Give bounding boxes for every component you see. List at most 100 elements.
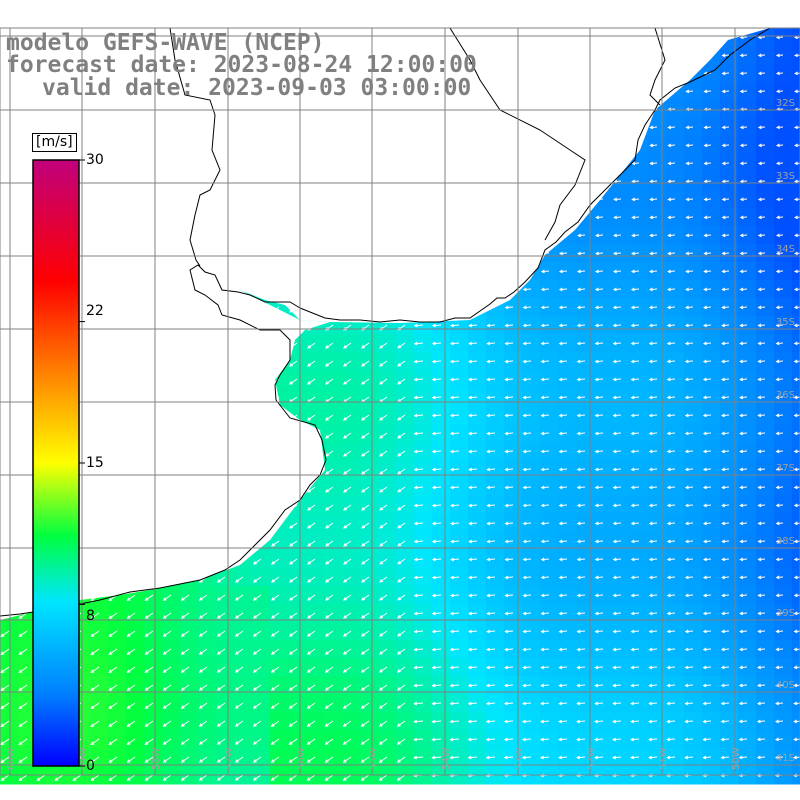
wind-arrow [559, 630, 568, 633]
wind-arrow [776, 450, 784, 453]
wind-arrow-head [216, 579, 221, 583]
wind-arrow-head [757, 53, 762, 58]
wind-arrow [577, 288, 586, 291]
wind-arrow-head [522, 467, 527, 472]
wind-arrow [703, 432, 712, 435]
wind-arrow [325, 414, 334, 421]
wind-arrow [703, 324, 712, 327]
wind-arrow-head [667, 251, 672, 256]
wind-arrow-head [576, 467, 581, 472]
wind-arrow [758, 522, 766, 525]
wind-cell [774, 748, 793, 767]
wind-cell [432, 532, 451, 551]
wind-cell [144, 640, 163, 659]
wind-arrow [379, 540, 388, 547]
wind-arrow-head [630, 359, 635, 364]
wind-arrow-head [343, 489, 347, 493]
wind-cell [270, 676, 289, 695]
wind-arrow-head [595, 251, 600, 256]
wind-cell [450, 406, 469, 425]
wind-arrow [559, 342, 568, 345]
wind-cell [630, 514, 649, 533]
wind-arrow-head [775, 431, 780, 436]
wind-arrow [650, 126, 658, 129]
wind-arrow-head [540, 503, 545, 508]
wind-cell [486, 316, 505, 335]
wind-arrow [740, 630, 748, 633]
wind-cell [360, 388, 379, 407]
wind-cell [756, 640, 775, 659]
wind-cell [252, 730, 271, 749]
wind-cell [252, 694, 271, 713]
wind-arrow [361, 504, 370, 511]
wind-cell [522, 496, 541, 515]
wind-arrow-head [576, 395, 581, 400]
wind-arrow [613, 594, 622, 597]
wind-arrow [199, 612, 208, 619]
wind-arrow-head [558, 395, 563, 400]
wind-arrow [631, 522, 640, 525]
wind-cell [702, 190, 721, 209]
wind-cell [612, 550, 631, 569]
wind-cell [396, 352, 415, 371]
wind-arrow-head [666, 413, 671, 418]
wind-arrow-head [594, 611, 599, 616]
wind-arrow-head [108, 651, 113, 656]
wind-cell [288, 748, 307, 767]
wind-cell [666, 424, 685, 443]
wind-cell [486, 586, 505, 605]
wind-cell [0, 748, 19, 767]
wind-cell [720, 586, 739, 605]
wind-arrow-head [361, 615, 365, 619]
wind-arrow-head [413, 413, 418, 418]
wind-arrow [649, 504, 658, 507]
wind-cell [540, 352, 559, 371]
wind-arrow [307, 558, 316, 565]
wind-arrow [361, 630, 370, 637]
wind-arrow-head [397, 578, 402, 583]
wind-arrow-head [775, 71, 780, 76]
wind-arrow-head [757, 413, 762, 418]
wind-cell [486, 478, 505, 497]
wind-arrow-head [720, 413, 725, 418]
wind-arrow-head [612, 521, 617, 526]
wind-arrow-head [522, 503, 527, 508]
wind-cell [0, 730, 19, 749]
wind-cell [738, 478, 757, 497]
wind-cell [450, 694, 469, 713]
wind-cell [558, 280, 577, 299]
wind-arrow-head [775, 179, 780, 184]
wind-arrow-head [666, 557, 671, 562]
wind-arrow [740, 252, 748, 255]
wind-cell [468, 586, 487, 605]
wind-cell [342, 622, 361, 641]
wind-arrow [379, 558, 388, 565]
wind-arrow [776, 360, 784, 363]
wind-cell [720, 712, 739, 731]
wind-arrow-head [576, 575, 581, 580]
wind-arrow-head [379, 596, 384, 601]
wind-cell [468, 514, 487, 533]
wind-arrow-head [522, 431, 527, 436]
wind-cell [108, 622, 127, 641]
wind-cell [360, 496, 379, 515]
wind-cell [342, 406, 361, 425]
wind-cell [342, 730, 361, 749]
wind-arrow [523, 540, 532, 543]
wind-arrow [776, 630, 784, 633]
wind-cell [288, 694, 307, 713]
wind-arrow [613, 630, 622, 633]
wind-arrow-head [648, 485, 653, 490]
wind-arrow-head [504, 449, 509, 454]
wind-arrow [90, 648, 100, 655]
wind-arrow-head [630, 377, 635, 382]
wind-cell [756, 352, 775, 371]
wind-cell [396, 622, 415, 641]
wind-cell [558, 370, 577, 389]
wind-arrow [541, 522, 550, 525]
wind-arrow [307, 630, 316, 637]
wind-arrow-head [558, 467, 563, 472]
wind-arrow [325, 378, 334, 385]
wind-arrow-head [739, 269, 744, 274]
wind-cell [756, 460, 775, 479]
